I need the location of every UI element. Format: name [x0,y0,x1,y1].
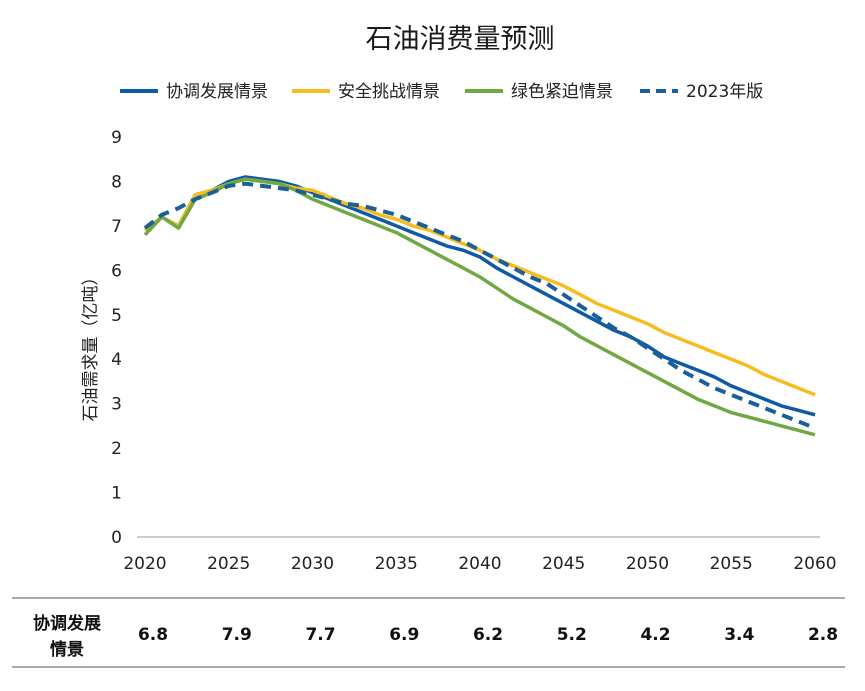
y-tick-label: 7 [111,217,122,237]
x-tick-label: 2060 [793,554,836,574]
series-line-3 [143,181,816,430]
chart-title: 石油消费量预测 [366,24,555,55]
y-tick-label: 5 [111,306,122,326]
y-tick-label: 0 [111,528,122,548]
x-tick-label: 2035 [375,554,418,574]
table-value: 7.9 [222,625,252,645]
table-value: 6.2 [473,625,503,645]
y-tick-label: 2 [111,439,122,459]
y-axis-ticks: 0 1 2 3 4 5 6 7 8 9 [111,128,122,548]
x-axis-ticks: 2020 2025 2030 2035 2040 2045 2050 2055 2060 [123,554,836,574]
series-line-2 [143,177,816,437]
x-tick-label: 2030 [291,554,334,574]
legend-label-0: 协调发展情景 [166,82,268,102]
table-value: 5.2 [557,625,587,645]
x-tick-label: 2040 [458,554,501,574]
series-line-1 [143,177,816,397]
chart-legend: 协调发展情景 安全挑战情景 绿色紧迫情景 2023年版 [120,82,763,102]
table-row-label-line2: 情景 [50,639,84,660]
series-lines [143,175,816,437]
table-value: 6.8 [138,625,168,645]
table-value: 2.8 [808,625,838,645]
table-value: 7.7 [305,625,335,645]
y-tick-label: 3 [111,395,122,415]
y-tick-label: 4 [111,350,122,370]
y-tick-label: 1 [111,484,122,504]
y-tick-label: 9 [111,128,122,148]
table-row-label-line1: 协调发展 [33,613,101,634]
legend-label-1: 安全挑战情景 [338,82,440,102]
y-axis-label: 石油需求量（亿吨） [81,269,101,422]
table-value: 6.9 [389,625,419,645]
x-tick-label: 2050 [626,554,669,574]
x-tick-label: 2020 [123,554,166,574]
series-line-0 [143,175,816,417]
table-value: 4.2 [640,625,670,645]
x-tick-label: 2045 [542,554,585,574]
legend-label-3: 2023年版 [686,82,763,102]
x-tick-label: 2055 [710,554,753,574]
y-tick-label: 8 [111,172,122,192]
legend-label-2: 绿色紧迫情景 [511,82,613,102]
table-values: 6.8 7.9 7.7 6.9 6.2 5.2 4.2 3.4 2.8 [138,625,838,645]
table-value: 3.4 [724,625,754,645]
y-tick-label: 6 [111,261,122,281]
x-tick-label: 2025 [207,554,250,574]
